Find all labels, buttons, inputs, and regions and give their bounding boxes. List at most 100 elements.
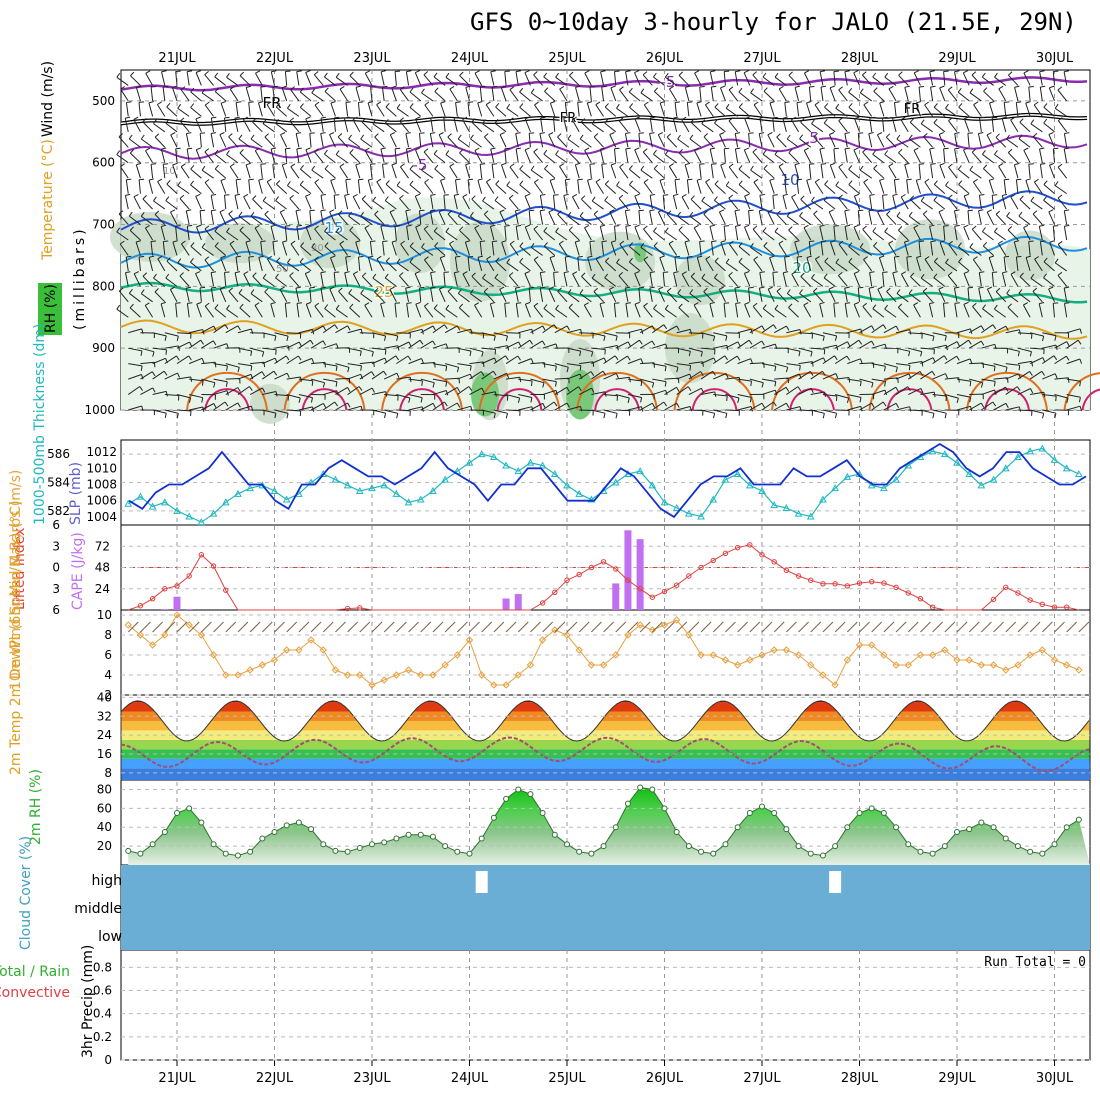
wind-barb: [844, 226, 848, 241]
wind-barb: [320, 210, 324, 225]
thickness-point: [806, 512, 815, 520]
wind-barb-flag: [432, 325, 436, 331]
wind-barb: [364, 150, 373, 163]
li-point: [783, 567, 790, 574]
wind-barb-flag: [933, 118, 938, 124]
wind-barb: [579, 215, 592, 225]
wind-barb: [972, 259, 982, 272]
wind-barb-flag: [581, 195, 586, 200]
wind-barb-flag: [627, 397, 630, 404]
wind-barb-flag: [784, 101, 790, 103]
wind-barb: [1043, 277, 1055, 287]
wind-barb: [1057, 275, 1068, 287]
wind-barb: [971, 74, 982, 86]
wind-barb: [986, 211, 995, 225]
wind-barb-flag: [335, 365, 338, 371]
wind-barb: [945, 185, 958, 195]
wind-barb: [433, 230, 446, 241]
wind-barb-flag: [542, 382, 545, 388]
wind-barb-flag: [634, 147, 640, 151]
wind-barb-flag: [634, 271, 640, 274]
wind-barb: [930, 164, 934, 179]
thickness-point: [770, 501, 779, 509]
wind-barb-flag: [916, 178, 922, 181]
wind-barb: [154, 214, 166, 225]
surface-wind-barb: [359, 621, 371, 633]
rh-point: [551, 831, 558, 838]
wind-barb-flag: [309, 339, 314, 345]
wind-barb-flag: [753, 256, 759, 261]
li-line: [128, 544, 1080, 611]
wind-barb: [1005, 406, 1020, 411]
rh-point: [466, 850, 473, 857]
wind-barb: [195, 149, 202, 163]
wind-barb: [196, 303, 202, 318]
wind-barb: [204, 228, 214, 241]
wind-barb: [835, 262, 848, 272]
wind-barb: [593, 213, 604, 225]
wind-speed-point: [612, 651, 620, 659]
wind-barb: [750, 246, 763, 256]
wind-barb-flag: [157, 255, 163, 260]
wind-barb-flag: [763, 87, 768, 92]
wind-barb-flag: [189, 341, 193, 347]
wind-barb-flag: [688, 351, 691, 357]
wind-barb: [213, 390, 228, 396]
wind-barb-flag: [714, 196, 718, 201]
surface-wind-barb: [773, 621, 785, 633]
rh-point: [1039, 850, 1046, 857]
wind-barb-flag: [352, 193, 358, 198]
wind-barb: [258, 257, 263, 272]
wind-barb-flag: [776, 210, 781, 215]
wind-barb-flag: [285, 355, 290, 361]
rh-point: [612, 824, 619, 831]
wind-barb: [778, 243, 787, 256]
wind-barb: [396, 262, 409, 272]
wind-barb-flag: [264, 133, 269, 138]
wind-barb-flag: [1057, 86, 1063, 91]
wind-barb: [610, 242, 617, 256]
wind-barb: [714, 200, 726, 210]
cloud-level-label: low: [98, 929, 122, 945]
wind-barb-flag: [145, 147, 151, 152]
wind-barb-flag: [204, 71, 209, 75]
wind-barb: [270, 226, 275, 241]
date-label-bottom: 21JUL: [158, 1071, 196, 1086]
wind-barb-flag: [329, 132, 335, 136]
wind-barb: [481, 391, 496, 396]
wind-barb: [176, 376, 191, 380]
wind-barb-flag: [529, 286, 535, 289]
wind-barb-flag: [853, 70, 859, 74]
wind-barb-flag: [640, 165, 645, 171]
wind-barb-flag: [916, 255, 922, 258]
wind-barb: [972, 181, 982, 194]
wind-barb-flag: [590, 371, 595, 376]
wind-barb: [1057, 120, 1068, 133]
wind-barb: [515, 303, 519, 318]
wind-barb: [605, 261, 617, 272]
wind-barb-flag: [563, 271, 569, 274]
wind-barb: [1025, 102, 1031, 117]
wind-barb: [909, 199, 921, 210]
wind-barb-flag: [725, 413, 728, 419]
wind-barb: [723, 71, 726, 86]
wind-barb-flag: [372, 273, 377, 279]
wind-barb-flag: [177, 181, 182, 186]
thickness-point: [745, 481, 754, 489]
wind-barb-flag: [743, 70, 749, 74]
wind-barb-flag: [305, 224, 311, 228]
wind-barb: [883, 363, 898, 368]
wind-barb: [834, 341, 848, 349]
wind-barb-flag: [384, 335, 387, 341]
wind-barb: [298, 394, 313, 399]
wind-barb: [988, 180, 995, 194]
wind-barb: [282, 241, 288, 256]
wind-barb-flag: [190, 164, 195, 170]
wind-barb-flag: [1019, 272, 1024, 277]
wind-barb: [160, 149, 166, 163]
wind-barb-flag: [888, 163, 894, 167]
wind-barb-flag: [908, 211, 913, 217]
wind-barb: [335, 308, 348, 318]
wind-barb-flag: [421, 243, 425, 248]
wind-barb-flag: [118, 287, 124, 292]
